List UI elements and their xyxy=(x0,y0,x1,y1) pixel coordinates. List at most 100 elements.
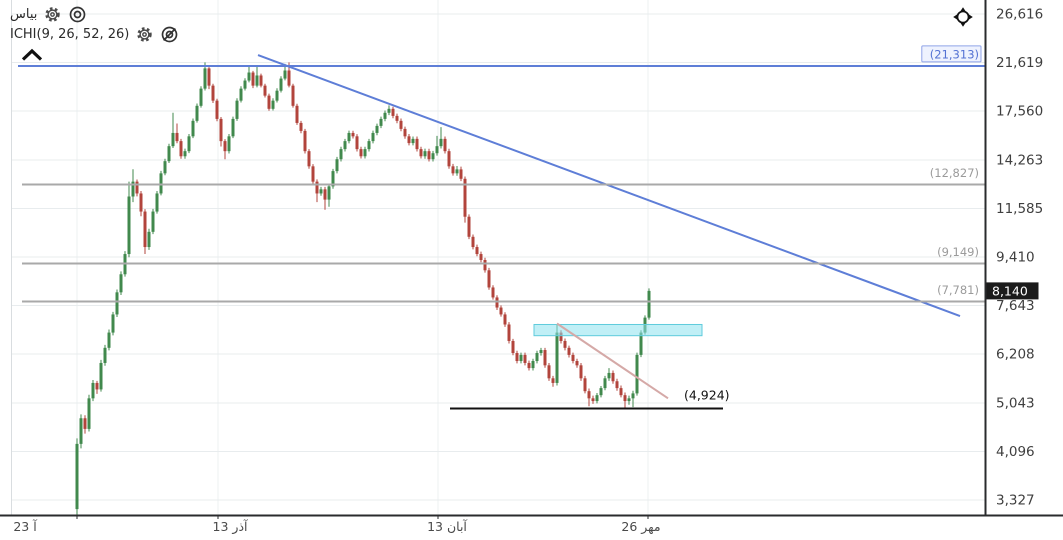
candle-body xyxy=(495,297,499,308)
candle-body xyxy=(187,136,191,152)
candle-body xyxy=(311,166,315,182)
supply-zone-rectangle[interactable] xyxy=(533,323,703,337)
candle-body xyxy=(599,388,603,396)
candle-body xyxy=(163,161,167,174)
short-trend-line[interactable] xyxy=(556,322,669,400)
candle-body xyxy=(591,398,595,402)
candle-body xyxy=(143,211,147,248)
candle-body xyxy=(211,85,215,101)
candle-body xyxy=(551,378,555,383)
y-axis-tick-label: 21,619 xyxy=(996,55,1043,71)
y-axis-tick-label: 11,585 xyxy=(996,201,1043,217)
symbol-legend-row: بیاس xyxy=(10,4,179,24)
candle-body xyxy=(559,332,563,341)
candle-body xyxy=(503,314,507,325)
candle-body xyxy=(371,132,375,142)
candle-body xyxy=(391,108,395,116)
candle-body xyxy=(411,138,415,144)
candle-body xyxy=(615,381,619,389)
candle-body xyxy=(451,166,455,174)
y-axis-tick-label: 3,327 xyxy=(996,493,1035,509)
candle-body xyxy=(547,365,551,379)
y-axis-tick-label: 26,616 xyxy=(996,7,1043,23)
candle-body xyxy=(587,391,591,399)
x-axis-tick-label: 26 مهر xyxy=(621,519,660,535)
candle-body xyxy=(483,260,487,271)
candle-body xyxy=(623,395,627,402)
price-line-label-box xyxy=(921,45,982,63)
candle-body xyxy=(167,146,171,162)
drawings-layer[interactable]: (21,313) (12,827) (9,149) (7,781) (4,924) xyxy=(18,45,985,410)
candle-body xyxy=(475,247,479,255)
candle-body xyxy=(79,418,83,444)
candle-body xyxy=(287,70,291,86)
candle-body xyxy=(91,382,95,399)
candle-body xyxy=(107,332,111,348)
candle-body xyxy=(111,314,115,333)
candle-body xyxy=(439,138,443,147)
x-axis-tick-label: 23 آ xyxy=(13,519,37,534)
price-line-label: (9,149) xyxy=(937,245,979,259)
candle-body xyxy=(255,75,259,86)
candle-body xyxy=(339,149,343,160)
candle-body xyxy=(87,398,91,429)
candle-body xyxy=(427,151,431,160)
candle-body xyxy=(403,128,407,137)
candle-body xyxy=(183,151,187,157)
collapse-chevron-up-icon[interactable] xyxy=(20,47,44,61)
candle-body xyxy=(115,292,119,315)
indicator-hidden-eye-off-icon[interactable] xyxy=(160,25,179,44)
candle-body xyxy=(195,105,199,121)
candle-body xyxy=(367,141,371,150)
candle-body xyxy=(499,307,503,315)
price-line-label: (21,313) xyxy=(930,47,979,61)
candle-body xyxy=(443,138,447,152)
candle-body xyxy=(399,120,403,129)
candle-body xyxy=(223,141,227,152)
candle-body xyxy=(323,189,327,200)
symbol-visibility-eye-icon[interactable] xyxy=(68,5,87,24)
candle-body xyxy=(463,178,467,217)
price-line-label: (12,827) xyxy=(930,166,979,180)
candle-body xyxy=(459,169,463,179)
candle-body xyxy=(135,181,139,194)
candle-body xyxy=(455,169,459,174)
candle-body xyxy=(319,189,323,194)
x-axis-tick-label: 13 آذر xyxy=(213,519,248,535)
candle-body xyxy=(191,120,195,137)
candle-body xyxy=(247,72,251,81)
candle-body xyxy=(595,395,599,402)
candle-body xyxy=(239,88,243,101)
candle-body xyxy=(527,362,531,369)
x-axis-tick-label: 13 آبان xyxy=(427,519,467,534)
candle-body xyxy=(379,118,383,126)
candle-body xyxy=(215,100,219,119)
candle-body xyxy=(307,151,311,167)
candle-body xyxy=(175,132,179,142)
candle-body xyxy=(315,181,319,194)
candle-body xyxy=(327,186,331,200)
candle-body xyxy=(235,100,239,119)
candle-body xyxy=(395,115,399,121)
y-axis-tick-label: 6,208 xyxy=(996,347,1035,363)
candle-body xyxy=(419,149,423,157)
crosshair-target-icon[interactable] xyxy=(951,5,975,29)
candle-body xyxy=(423,151,427,157)
candle-body xyxy=(283,70,287,79)
indicator-name: ICHI(9, 26, 52, 26) xyxy=(10,26,130,42)
indicator-settings-gear-icon[interactable] xyxy=(136,26,153,43)
candle-body xyxy=(75,443,79,510)
candle-body xyxy=(435,146,439,154)
candle-body xyxy=(99,362,103,390)
candle-body xyxy=(303,130,307,152)
candle-body xyxy=(103,347,107,363)
candle-body xyxy=(207,68,211,86)
candle-body xyxy=(531,361,535,369)
symbol-settings-gear-icon[interactable] xyxy=(44,6,61,23)
candle-body xyxy=(351,132,355,137)
candle-body xyxy=(295,105,299,123)
candle-body xyxy=(131,181,135,197)
axes-layer[interactable] xyxy=(0,0,1063,519)
candle-body xyxy=(575,361,579,366)
